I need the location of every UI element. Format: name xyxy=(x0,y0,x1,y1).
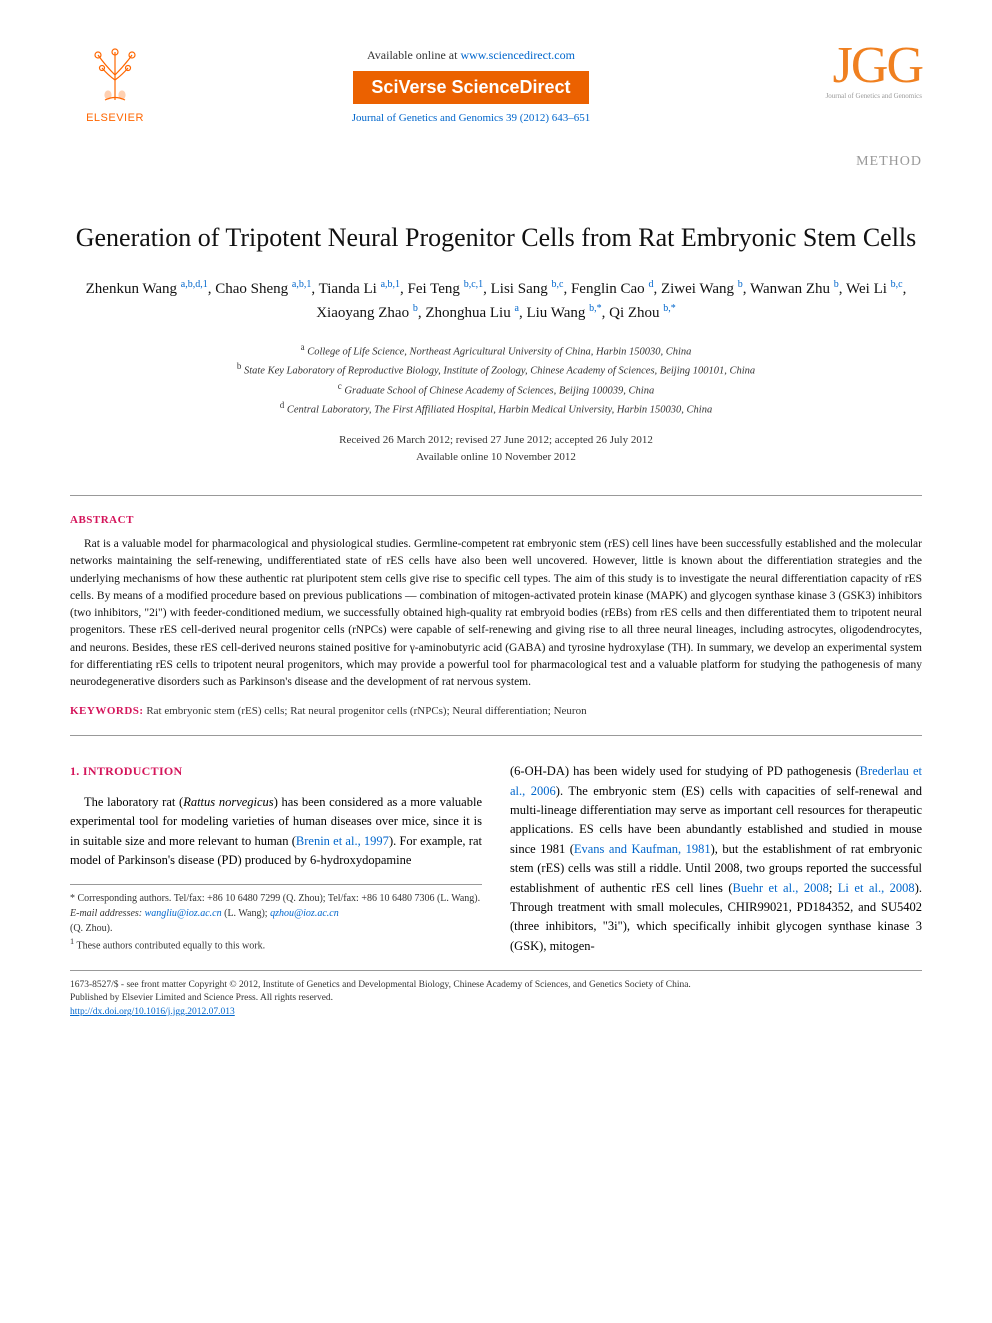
header-center: Available online at www.sciencedirect.co… xyxy=(160,40,782,124)
keywords-text: Rat embryonic stem (rES) cells; Rat neur… xyxy=(144,705,587,717)
sciencedirect-link[interactable]: www.sciencedirect.com xyxy=(460,48,575,62)
article-title: Generation of Tripotent Neural Progenito… xyxy=(70,220,922,255)
equal-contrib-note: 1 These authors contributed equally to t… xyxy=(70,936,482,953)
author: Tianda Li a,b,1 xyxy=(319,281,400,297)
citation-brenin[interactable]: Brenin et al., 1997 xyxy=(296,834,389,848)
affiliations: a College of Life Science, Northeast Agr… xyxy=(70,341,922,418)
intro-heading: 1. INTRODUCTION xyxy=(70,762,482,781)
affiliation-c: c Graduate School of Chinese Academy of … xyxy=(70,380,922,399)
jgg-logo: JGG xyxy=(782,40,922,92)
author: Zhonghua Liu a xyxy=(425,305,519,321)
author: Fei Teng b,c,1 xyxy=(408,281,484,297)
author: Fenglin Cao d xyxy=(571,281,654,297)
email-wang[interactable]: wangliu@ioz.ac.cn xyxy=(145,908,222,919)
available-prefix: Available online at xyxy=(367,48,460,62)
keywords-label: KEYWORDS: xyxy=(70,705,144,717)
available-line: Available online at www.sciencedirect.co… xyxy=(160,48,782,63)
copyright-line1: 1673-8527/$ - see front matter Copyright… xyxy=(70,979,922,992)
citation-li[interactable]: Li et al., 2008 xyxy=(838,881,915,895)
page-header: ELSEVIER Available online at www.science… xyxy=(70,40,922,124)
footnotes: * Corresponding authors. Tel/fax: +86 10… xyxy=(70,884,482,953)
body-columns: 1. INTRODUCTION The laboratory rat (Ratt… xyxy=(70,762,922,956)
article-type-label: METHOD xyxy=(70,154,922,170)
column-right: (6-OH-DA) has been widely used for study… xyxy=(510,762,922,956)
author: Lisi Sang b,c xyxy=(491,281,564,297)
citation-buehr[interactable]: Buehr et al., 2008 xyxy=(733,881,829,895)
author: Xiaoyang Zhao b xyxy=(316,305,418,321)
email-note: E-mail addresses: wangliu@ioz.ac.cn (L. … xyxy=(70,906,482,936)
author: Wei Li b,c xyxy=(846,281,903,297)
author: Qi Zhou b,* xyxy=(609,305,676,321)
author: Liu Wang b,* xyxy=(526,305,601,321)
affiliation-b: b State Key Laboratory of Reproductive B… xyxy=(70,360,922,379)
jgg-subtitle: Journal of Genetics and Genomics xyxy=(782,92,922,100)
abstract-heading: ABSTRACT xyxy=(70,514,922,526)
elsevier-label: ELSEVIER xyxy=(86,112,144,124)
dates-received: Received 26 March 2012; revised 27 June … xyxy=(70,432,922,449)
article-dates: Received 26 March 2012; revised 27 June … xyxy=(70,432,922,465)
corresponding-note: * Corresponding authors. Tel/fax: +86 10… xyxy=(70,891,482,906)
column-left: 1. INTRODUCTION The laboratory rat (Ratt… xyxy=(70,762,482,956)
author: Chao Sheng a,b,1 xyxy=(215,281,311,297)
elsevier-tree-icon xyxy=(80,40,150,110)
journal-reference[interactable]: Journal of Genetics and Genomics 39 (201… xyxy=(160,112,782,124)
abstract-text: Rat is a valuable model for pharmacologi… xyxy=(70,536,922,691)
elsevier-logo-block: ELSEVIER xyxy=(70,40,160,124)
intro-para-2: (6-OH-DA) has been widely used for study… xyxy=(510,762,922,956)
copyright-line2: Published by Elsevier Limited and Scienc… xyxy=(70,992,922,1005)
citation-evans[interactable]: Evans and Kaufman, 1981 xyxy=(574,842,711,856)
author: Wanwan Zhu b xyxy=(750,281,839,297)
author: Zhenkun Wang a,b,d,1 xyxy=(86,281,208,297)
intro-para-1: The laboratory rat (Rattus norvegicus) h… xyxy=(70,793,482,871)
jgg-logo-block: JGG Journal of Genetics and Genomics xyxy=(782,40,922,100)
affiliation-d: d Central Laboratory, The First Affiliat… xyxy=(70,399,922,418)
abstract-block: ABSTRACT Rat is a valuable model for pha… xyxy=(70,495,922,736)
author: Ziwei Wang b xyxy=(661,281,743,297)
doi-link[interactable]: http://dx.doi.org/10.1016/j.jgg.2012.07.… xyxy=(70,1007,235,1017)
author-list: Zhenkun Wang a,b,d,1, Chao Sheng a,b,1, … xyxy=(70,277,922,325)
copyright-block: 1673-8527/$ - see front matter Copyright… xyxy=(70,970,922,1019)
dates-online: Available online 10 November 2012 xyxy=(70,449,922,466)
email-zhou[interactable]: qzhou@ioz.ac.cn xyxy=(270,908,339,919)
keywords-line: KEYWORDS: Rat embryonic stem (rES) cells… xyxy=(70,705,922,717)
species-name: Rattus norvegicus xyxy=(183,795,273,809)
affiliation-a: a College of Life Science, Northeast Agr… xyxy=(70,341,922,360)
sciverse-badge: SciVerse ScienceDirect xyxy=(353,71,588,104)
